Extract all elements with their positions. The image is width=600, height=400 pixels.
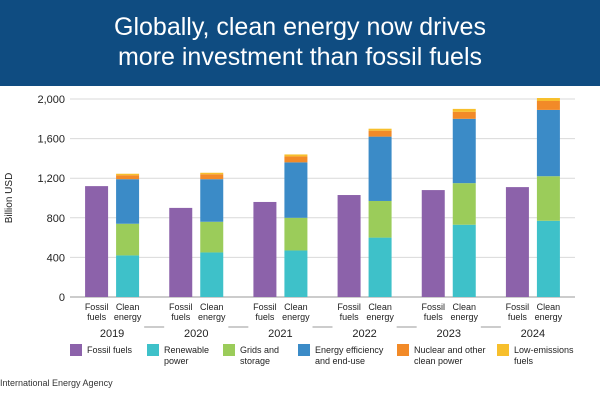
legend-label: Renewable bbox=[164, 345, 209, 355]
legend-label: Energy efficiency bbox=[315, 345, 384, 355]
bar-category-label: energy bbox=[282, 312, 310, 322]
y-tick-label: 0 bbox=[59, 292, 65, 304]
bar-category-label: Clean bbox=[116, 302, 140, 312]
legend-label: Grids and bbox=[240, 345, 279, 355]
bar-segment-renewable-power bbox=[368, 237, 392, 297]
bar-segment-nuclear-and-other-clean-power bbox=[452, 111, 476, 119]
bar-category-label: fuels bbox=[255, 312, 275, 322]
title-line-2: more investment than fossil fuels bbox=[117, 43, 483, 71]
year-label: 2021 bbox=[268, 328, 292, 340]
bar-category-label: energy bbox=[450, 312, 478, 322]
bar-segment-low-emissions-fuels bbox=[200, 172, 224, 175]
bar-segment-grids-and-storage bbox=[284, 217, 308, 251]
bar-category-label: energy bbox=[198, 312, 226, 322]
y-tick-label: 1,200 bbox=[37, 173, 65, 185]
bar-segment-grids-and-storage bbox=[368, 200, 392, 238]
year-label: 2022 bbox=[352, 328, 376, 340]
bar-segment-energy-efficiency-and-end-use bbox=[452, 118, 476, 184]
bar-fossil-fuels bbox=[337, 195, 361, 297]
bar-category-label: Fossil bbox=[85, 302, 109, 312]
bar-fossil-fuels bbox=[421, 190, 445, 297]
bar-segment-nuclear-and-other-clean-power bbox=[284, 156, 308, 163]
bar-segment-nuclear-and-other-clean-power bbox=[368, 130, 392, 137]
bar-segment-energy-efficiency-and-end-use bbox=[368, 136, 392, 201]
bar-segment-renewable-power bbox=[536, 220, 560, 297]
bar-category-label: fuels bbox=[340, 312, 360, 322]
bar-segment-nuclear-and-other-clean-power bbox=[116, 175, 140, 180]
bar-category-label: Clean bbox=[284, 302, 308, 312]
bar-segment-low-emissions-fuels bbox=[368, 128, 392, 131]
bar-category-label: Fossil bbox=[253, 302, 277, 312]
legend-label: power bbox=[164, 356, 189, 366]
source-note: International Energy Agency bbox=[0, 378, 113, 388]
bar-category-label: fuels bbox=[87, 312, 107, 322]
bar-fossil-fuels bbox=[85, 186, 109, 297]
year-label: 2024 bbox=[521, 328, 545, 340]
legend-label: fuels bbox=[514, 356, 534, 366]
legend-swatch bbox=[298, 344, 310, 356]
bar-category-label: fuels bbox=[508, 312, 528, 322]
bar-fossil-fuels bbox=[169, 207, 193, 297]
bar-segment-low-emissions-fuels bbox=[116, 173, 140, 176]
legend-swatch bbox=[497, 344, 509, 356]
bar-category-label: Fossil bbox=[506, 302, 530, 312]
bar-segment-energy-efficiency-and-end-use bbox=[284, 162, 308, 218]
bar-category-label: energy bbox=[535, 312, 563, 322]
chart-title: Globally, clean energy now drives more i… bbox=[0, 0, 600, 86]
legend-label: and end-use bbox=[315, 356, 365, 366]
legend-label: Fossil fuels bbox=[87, 345, 133, 355]
bar-segment-grids-and-storage bbox=[452, 183, 476, 225]
bar-segment-grids-and-storage bbox=[536, 176, 560, 221]
bar-segment-low-emissions-fuels bbox=[452, 108, 476, 112]
y-tick-label: 400 bbox=[47, 252, 65, 264]
bar-category-label: energy bbox=[366, 312, 394, 322]
legend-swatch bbox=[147, 344, 159, 356]
bar-fossil-fuels bbox=[505, 187, 529, 297]
bar-category-label: Clean bbox=[368, 302, 392, 312]
y-axis-label: Billion USD bbox=[4, 173, 15, 224]
bar-segment-energy-efficiency-and-end-use bbox=[116, 179, 140, 224]
y-tick-label: 1,600 bbox=[37, 134, 65, 146]
bar-segment-low-emissions-fuels bbox=[284, 154, 308, 157]
bar-category-label: energy bbox=[114, 312, 142, 322]
bar-category-label: fuels bbox=[171, 312, 191, 322]
bar-segment-renewable-power bbox=[284, 250, 308, 297]
bar-segment-nuclear-and-other-clean-power bbox=[536, 100, 560, 110]
bar-category-label: Fossil bbox=[421, 302, 445, 312]
bar-segment-renewable-power bbox=[116, 255, 140, 297]
legend-label: storage bbox=[240, 356, 270, 366]
bar-category-label: Clean bbox=[537, 302, 561, 312]
y-tick-label: 800 bbox=[47, 213, 65, 225]
y-tick-label: 2,000 bbox=[37, 94, 65, 106]
bar-category-label: Clean bbox=[452, 302, 476, 312]
bar-category-label: Fossil bbox=[169, 302, 193, 312]
bar-segment-low-emissions-fuels bbox=[536, 98, 560, 101]
bar-category-label: Clean bbox=[200, 302, 224, 312]
legend-label: clean power bbox=[414, 356, 463, 366]
bar-category-label: fuels bbox=[424, 312, 444, 322]
bar-segment-grids-and-storage bbox=[200, 221, 224, 253]
legend-label: Nuclear and other bbox=[414, 345, 486, 355]
bar-segment-nuclear-and-other-clean-power bbox=[200, 174, 224, 180]
title-line-1: Globally, clean energy now drives bbox=[114, 13, 486, 41]
year-label: 2023 bbox=[437, 328, 461, 340]
bar-fossil-fuels bbox=[253, 201, 277, 297]
bar-segment-renewable-power bbox=[200, 252, 224, 297]
year-label: 2020 bbox=[184, 328, 208, 340]
legend-swatch bbox=[70, 344, 82, 356]
bar-segment-grids-and-storage bbox=[116, 223, 140, 256]
legend-label: Low-emissions bbox=[514, 345, 574, 355]
bar-segment-renewable-power bbox=[452, 224, 476, 297]
legend-swatch bbox=[397, 344, 409, 356]
bar-segment-energy-efficiency-and-end-use bbox=[200, 179, 224, 222]
legend-swatch bbox=[223, 344, 235, 356]
bar-segment-energy-efficiency-and-end-use bbox=[536, 109, 560, 177]
bar-category-label: Fossil bbox=[337, 302, 361, 312]
year-label: 2019 bbox=[100, 328, 124, 340]
